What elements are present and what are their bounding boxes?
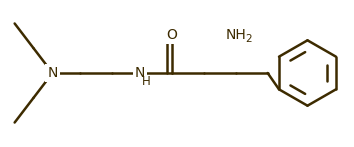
Text: NH: NH (225, 28, 246, 42)
Text: O: O (167, 28, 177, 42)
Text: N: N (135, 66, 145, 80)
Text: N: N (47, 66, 58, 80)
Text: H: H (142, 75, 150, 88)
Text: 2: 2 (245, 34, 252, 44)
